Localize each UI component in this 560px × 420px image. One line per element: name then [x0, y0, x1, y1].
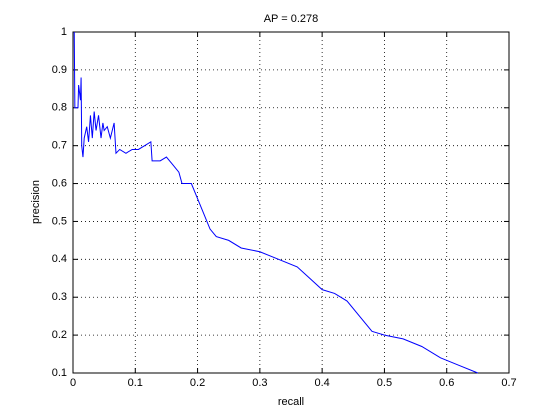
pr-curve — [73, 31, 479, 374]
plot-area — [73, 32, 509, 373]
x-tick-label: 0.4 — [314, 377, 329, 389]
x-tick-label: 0.3 — [252, 377, 267, 389]
y-axis-label: precision — [30, 180, 42, 224]
y-tick-label: 0.5 — [52, 215, 67, 227]
x-axis-label: recall — [278, 396, 304, 408]
y-tick-label: 0.3 — [52, 291, 67, 303]
axes-box — [72, 31, 510, 374]
y-tick-label: 0.4 — [52, 253, 67, 265]
y-tick-label: 0.8 — [52, 102, 67, 114]
x-tick-label: 0.7 — [501, 377, 516, 389]
y-tick-label: 1 — [61, 26, 67, 38]
x-tick-label: 0 — [70, 377, 76, 389]
y-tick-label: 0.2 — [52, 329, 67, 341]
y-tick-label: 0.9 — [52, 64, 67, 76]
y-tick-label: 0.6 — [52, 177, 67, 189]
x-tick-label: 0.6 — [439, 377, 454, 389]
x-tick-label: 0.5 — [377, 377, 392, 389]
chart-title: AP = 0.278 — [264, 13, 319, 25]
x-tick-label: 0.1 — [128, 377, 143, 389]
x-tick-label: 0.2 — [190, 377, 205, 389]
y-tick-label: 0.1 — [52, 367, 67, 379]
y-tick-label: 0.7 — [52, 140, 67, 152]
